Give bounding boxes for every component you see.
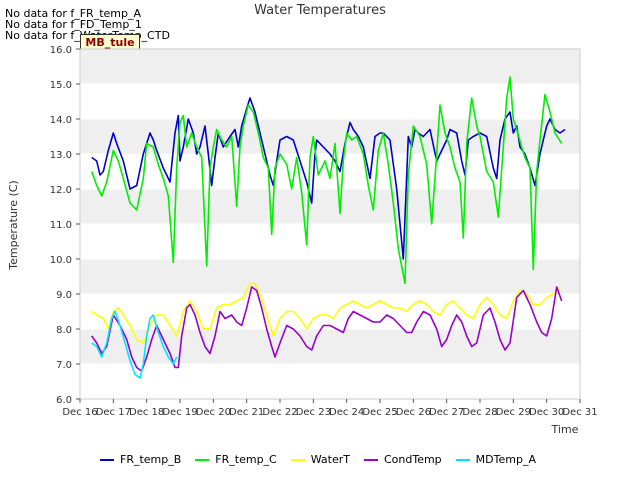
x-tick-label: Dec 17 [96, 407, 131, 418]
legend-swatch [290, 458, 305, 461]
legend-item-fr-temp-c: FR_temp_C [195, 453, 277, 466]
legend-item-watert: WaterT [290, 453, 350, 466]
background-band [80, 329, 580, 364]
y-axis-ticks: 6.0 7.0 8.0 9.0 10.0 11.0 12.0 13.0 14.0 15.0 16.0 [50, 45, 80, 406]
no-data-message-2: No data for f_FD_Temp_1 [5, 18, 142, 31]
x-tick-label: Dec 29 [496, 407, 531, 418]
x-tick-label: Dec 31 [562, 407, 597, 418]
y-tick-label: 7.0 [56, 360, 72, 371]
x-tick-label: Dec 22 [262, 407, 297, 418]
x-tick-label: Dec 27 [429, 407, 464, 418]
series-line-watert [91, 282, 561, 344]
background-band [80, 259, 580, 294]
x-tick-label: Dec 26 [396, 407, 431, 418]
y-tick-label: 16.0 [50, 45, 72, 56]
chart-legend: FR_temp_B FR_temp_C WaterT CondTemp MDTemp_A [100, 453, 536, 466]
legend-swatch [100, 458, 114, 461]
y-tick-label: 15.0 [50, 80, 72, 91]
series-line-fr-temp-b [91, 97, 566, 260]
legend-item-fr-temp-b: FR_temp_B [100, 453, 181, 466]
y-tick-label: 6.0 [56, 395, 72, 406]
legend-label: CondTemp [383, 453, 442, 466]
x-tick-label: Dec 24 [329, 407, 364, 418]
legend-swatch [363, 458, 378, 461]
x-tick-label: Dec 28 [462, 407, 497, 418]
legend-item-condtemp: CondTemp [363, 453, 442, 466]
legend-label: FR_temp_B [120, 453, 182, 466]
x-axis-label: Time [551, 423, 579, 436]
y-tick-label: 12.0 [50, 185, 72, 196]
x-tick-label: Dec 25 [362, 407, 397, 418]
legend-label: FR_temp_C [215, 453, 277, 466]
background-band [80, 189, 580, 224]
x-tick-label: Dec 19 [162, 407, 197, 418]
legend-swatch [195, 458, 210, 461]
site-badge: MB_tule [80, 34, 140, 50]
y-tick-label: 10.0 [50, 255, 72, 266]
y-axis-label: Temperature (C) [7, 180, 20, 270]
legend-label: WaterT [310, 453, 350, 466]
series-line-fr-temp-c [90, 76, 563, 285]
series-line-mdtemp-a [91, 310, 178, 379]
y-tick-label: 11.0 [50, 220, 72, 231]
x-tick-label: Dec 23 [296, 407, 331, 418]
no-data-message-1: No data for f_FR_temp_A [5, 7, 141, 20]
x-tick-label: Dec 16 [62, 407, 97, 418]
background-band [80, 119, 580, 154]
series-lines [90, 76, 566, 379]
series-line-condtemp [91, 286, 563, 372]
x-tick-label: Dec 21 [229, 407, 264, 418]
y-tick-label: 13.0 [50, 150, 72, 161]
y-tick-label: 8.0 [56, 325, 72, 336]
x-tick-label: Dec 18 [129, 407, 164, 418]
x-tick-label: Dec 20 [196, 407, 231, 418]
y-tick-label: 14.0 [50, 115, 72, 126]
chart-title: Water Temperatures [254, 3, 386, 18]
background-band [80, 49, 580, 84]
legend-label: MDTemp_A [475, 453, 536, 466]
legend-swatch [455, 458, 470, 461]
legend-item-mdtemp-a: MDTemp_A [455, 453, 536, 466]
x-tick-label: Dec 30 [529, 407, 564, 418]
y-tick-label: 9.0 [56, 290, 72, 301]
